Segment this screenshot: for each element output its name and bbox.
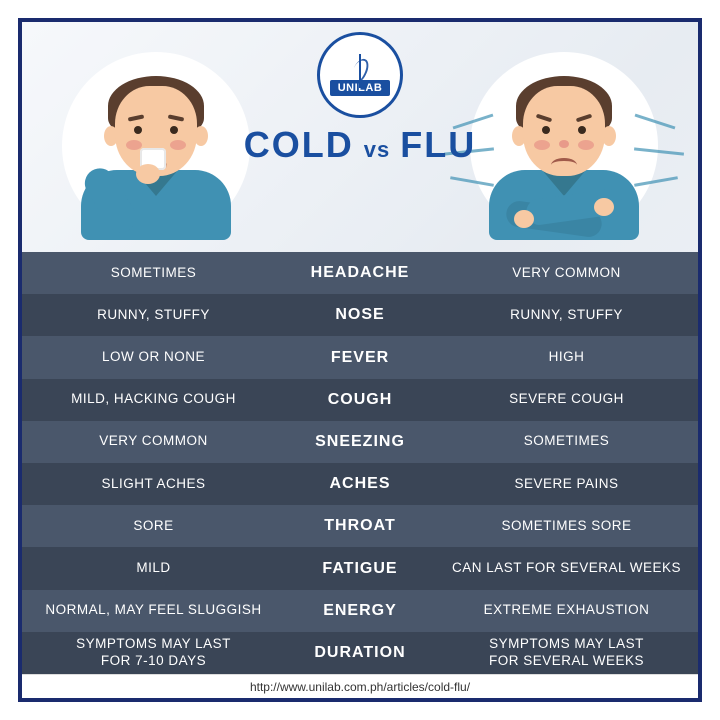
flu-value: SEVERE COUGH bbox=[435, 387, 698, 412]
flu-value: SOMETIMES SORE bbox=[435, 514, 698, 539]
flu-character-circle bbox=[470, 52, 658, 240]
symptom-label: COUGH bbox=[285, 391, 435, 409]
cold-value: MILD, HACKING COUGH bbox=[22, 387, 285, 412]
flu-value: SOMETIMES bbox=[435, 429, 698, 454]
cold-value: SLIGHT ACHES bbox=[22, 472, 285, 497]
symptom-label: THROAT bbox=[285, 517, 435, 535]
symptom-label: HEADACHE bbox=[285, 264, 435, 282]
table-row: MILDFATIGUECAN LAST FOR SEVERAL WEEKS bbox=[22, 547, 698, 589]
symptom-label: SNEEZING bbox=[285, 433, 435, 451]
title-cold: COLD bbox=[244, 124, 354, 166]
title-flu: FLU bbox=[400, 124, 476, 166]
cold-value: SYMPTOMS MAY LASTFOR 7-10 DAYS bbox=[22, 632, 285, 674]
table-row: LOW OR NONEFEVERHIGH bbox=[22, 336, 698, 378]
cold-value: SORE bbox=[22, 514, 285, 539]
flu-value: RUNNY, STUFFY bbox=[435, 303, 698, 328]
table-row: VERY COMMONSNEEZINGSOMETIMES bbox=[22, 421, 698, 463]
flu-value: SYMPTOMS MAY LASTFOR SEVERAL WEEKS bbox=[435, 632, 698, 674]
table-row: SYMPTOMS MAY LASTFOR 7-10 DAYSDURATIONSY… bbox=[22, 632, 698, 674]
caduceus-icon bbox=[351, 54, 369, 88]
cold-value: VERY COMMON bbox=[22, 429, 285, 454]
flu-value: VERY COMMON bbox=[435, 261, 698, 286]
symptom-label: ENERGY bbox=[285, 602, 435, 620]
symptom-comparison-table: SOMETIMESHEADACHEVERY COMMONRUNNY, STUFF… bbox=[22, 252, 698, 674]
table-row: SOMETIMESHEADACHEVERY COMMON bbox=[22, 252, 698, 294]
cold-value: NORMAL, MAY FEEL SLUGGISH bbox=[22, 598, 285, 623]
table-row: NORMAL, MAY FEEL SLUGGISHENERGYEXTREME E… bbox=[22, 590, 698, 632]
outer-frame: UNILAB COLD vs FLU SOMETIMESHEADACHEVERY… bbox=[0, 0, 720, 720]
table-row: MILD, HACKING COUGHCOUGHSEVERE COUGH bbox=[22, 379, 698, 421]
source-footer: http://www.unilab.com.ph/articles/cold-f… bbox=[22, 674, 698, 698]
symptom-label: NOSE bbox=[285, 306, 435, 324]
cold-person-icon bbox=[76, 70, 236, 240]
symptom-label: FATIGUE bbox=[285, 560, 435, 578]
symptom-label: ACHES bbox=[285, 475, 435, 493]
symptom-label: DURATION bbox=[285, 644, 435, 662]
cold-value: LOW OR NONE bbox=[22, 345, 285, 370]
flu-value: SEVERE PAINS bbox=[435, 472, 698, 497]
symptom-label: FEVER bbox=[285, 349, 435, 367]
cold-value: RUNNY, STUFFY bbox=[22, 303, 285, 328]
brand-logo: UNILAB bbox=[317, 32, 403, 118]
source-url: http://www.unilab.com.ph/articles/cold-f… bbox=[250, 680, 470, 694]
table-row: SORETHROATSOMETIMES SORE bbox=[22, 505, 698, 547]
cold-value: SOMETIMES bbox=[22, 261, 285, 286]
flu-person-icon bbox=[484, 70, 644, 240]
table-row: SLIGHT ACHESACHESSEVERE PAINS bbox=[22, 463, 698, 505]
title-row: COLD vs FLU bbox=[244, 124, 476, 166]
inner-frame: UNILAB COLD vs FLU SOMETIMESHEADACHEVERY… bbox=[18, 18, 702, 702]
cold-value: MILD bbox=[22, 556, 285, 581]
cold-character-circle bbox=[62, 52, 250, 240]
table-row: RUNNY, STUFFYNOSERUNNY, STUFFY bbox=[22, 294, 698, 336]
header-section: UNILAB COLD vs FLU bbox=[22, 22, 698, 252]
flu-value: CAN LAST FOR SEVERAL WEEKS bbox=[435, 556, 698, 581]
flu-value: HIGH bbox=[435, 345, 698, 370]
flu-value: EXTREME EXHAUSTION bbox=[435, 598, 698, 623]
title-vs: vs bbox=[364, 137, 390, 163]
